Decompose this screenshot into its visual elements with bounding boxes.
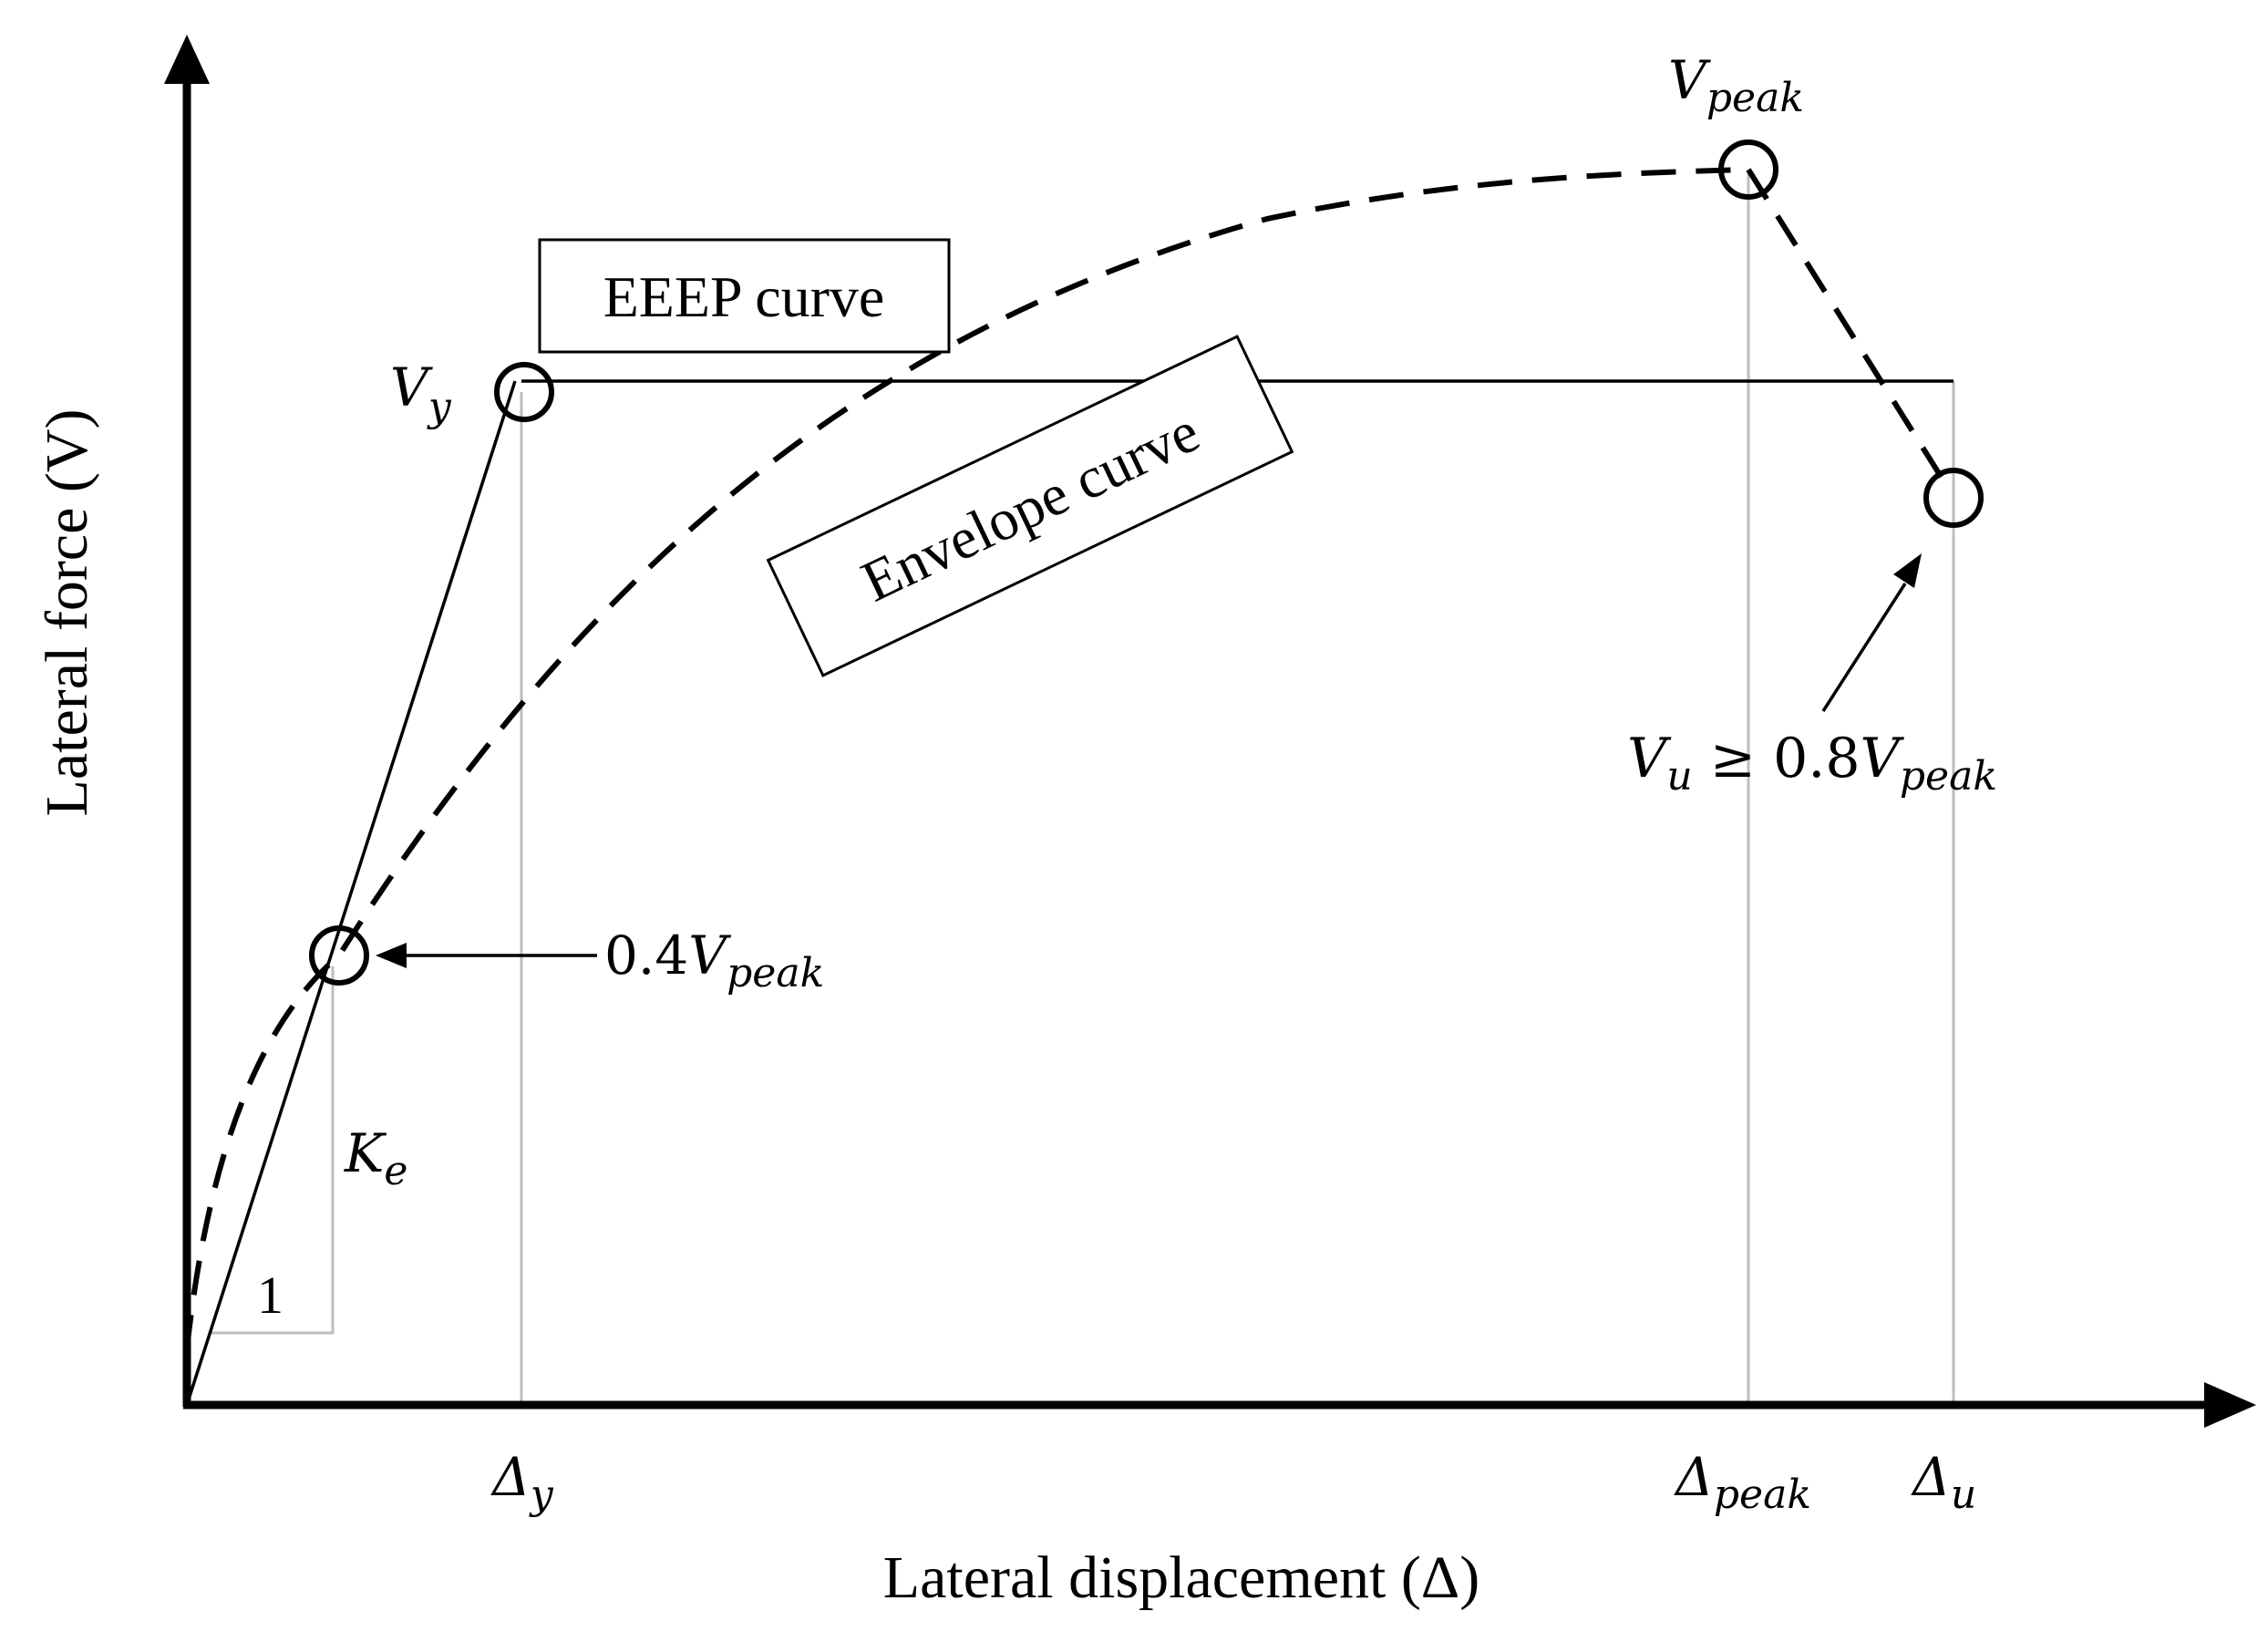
arrow-vu-head	[1893, 553, 1922, 588]
tick-du: Δu	[1911, 1446, 1976, 1518]
eeep-elastic-segment	[185, 380, 517, 1406]
label-one: 1	[257, 1265, 284, 1325]
label-vy: Vy	[390, 356, 452, 430]
arrow-vu-shaft	[1821, 583, 1907, 712]
guide-lines	[210, 173, 1955, 1404]
x-axis-title: Lateral displacement (Δ)	[883, 1544, 1479, 1611]
tick-dy: Δy	[490, 1446, 554, 1518]
envelope-curve	[184, 167, 1954, 1350]
eeep-box-text: EEEP curve	[603, 264, 885, 329]
key-points	[309, 139, 1984, 986]
label-vpeak: Vpeak	[1668, 49, 1804, 121]
point-vpeak	[1718, 139, 1778, 200]
x-axis-arrowhead	[2204, 1382, 2256, 1428]
eeep-label-box: EEEP curve	[538, 238, 951, 354]
annotation-arrows	[376, 553, 1922, 968]
envelope-label-box: Envelope curve	[766, 335, 1294, 677]
point-04vpeak	[309, 925, 369, 986]
label-04vpeak: 0.4Vpeak	[604, 924, 824, 997]
y-axis-arrowhead	[164, 35, 210, 84]
tick-dpeak: Δpeak	[1674, 1446, 1811, 1518]
point-vu	[1923, 468, 1984, 528]
eeep-box-frame	[538, 238, 951, 354]
envelope-rising-branch	[184, 167, 1747, 1350]
y-axis-title: Lateral force (V)	[34, 408, 100, 816]
label-ke: Ke	[344, 1122, 407, 1194]
stiffness-triangle	[210, 966, 335, 1335]
label-vu: Vu ≥ 0.8Vpeak	[1627, 727, 1997, 800]
envelope-box-frame	[766, 335, 1294, 677]
point-vy	[494, 362, 554, 422]
axes	[164, 35, 2256, 1428]
arrow-04vpeak-head	[376, 943, 407, 968]
envelope-falling-branch	[1746, 168, 1954, 494]
